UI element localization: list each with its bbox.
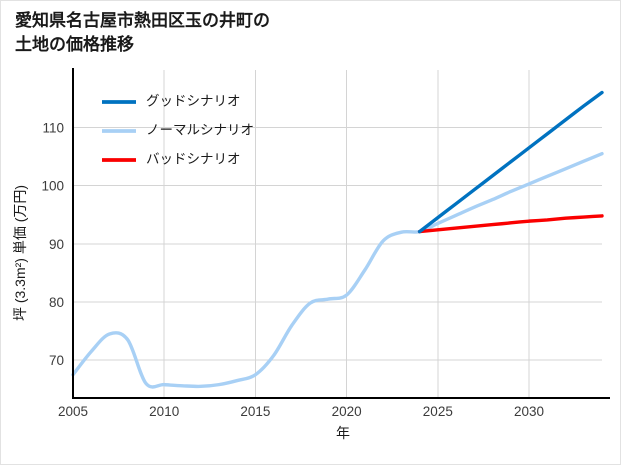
series-line-good	[417, 90, 604, 234]
page-title: 愛知県名古屋市熱田区玉の井町の 土地の価格推移	[15, 11, 270, 55]
x-tick-label: 2010	[149, 404, 179, 419]
series-line-bad	[417, 214, 604, 234]
legend-label-normal: ノーマルシナリオ	[146, 123, 254, 138]
series-lines	[71, 90, 604, 389]
y-tick-labels: 70 80 90 100 110	[41, 120, 64, 368]
x-tick-label: 2030	[514, 404, 544, 419]
x-tick-label: 2025	[423, 404, 453, 419]
y-axis-title: 坪 (3.3m²) 単価 (万円)	[12, 185, 28, 321]
legend-label-bad: バッドシナリオ	[146, 152, 241, 167]
legend-label-good: グッドシナリオ	[146, 94, 241, 109]
x-tick-labels: 2005 2010 2015 2020 2025 2030	[58, 404, 544, 419]
x-tick-label: 2020	[332, 404, 362, 419]
y-gridlines	[73, 126, 602, 361]
y-tick-label: 90	[49, 237, 64, 252]
x-tick-label: 2015	[240, 404, 270, 419]
y-tick-label: 110	[42, 120, 64, 135]
x-axis-title: 年	[336, 425, 350, 441]
series-line-normal	[71, 151, 604, 389]
axis-spines	[71, 68, 610, 400]
x-gridlines	[72, 70, 530, 398]
y-tick-label: 70	[49, 353, 64, 368]
x-tick-label: 2005	[58, 404, 88, 419]
y-tick-label: 80	[49, 295, 64, 310]
y-tick-label: 100	[41, 179, 64, 194]
